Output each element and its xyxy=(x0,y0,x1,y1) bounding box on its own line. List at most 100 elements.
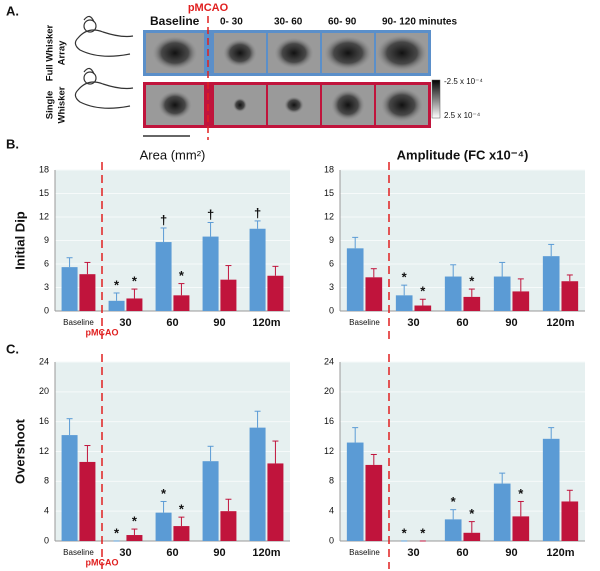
bar xyxy=(202,461,219,541)
significance-marker: * xyxy=(402,525,408,540)
x-tick-label: 90 xyxy=(505,317,517,329)
column-label: Baseline xyxy=(150,14,200,28)
activation-blob xyxy=(284,96,304,114)
x-tick-label: Baseline xyxy=(349,548,380,557)
chart-title: Area (mm²) xyxy=(140,147,206,162)
bar xyxy=(395,295,413,311)
activation-blob xyxy=(158,91,192,119)
y-tick-label: 12 xyxy=(324,211,334,221)
mouse-illustrations xyxy=(74,15,134,109)
y-tick-label: 9 xyxy=(329,235,334,245)
x-tick-label: 30 xyxy=(407,547,419,559)
y-tick-label: 18 xyxy=(39,164,49,174)
x-tick-label: 120m xyxy=(252,317,280,329)
significance-marker: † xyxy=(160,212,167,227)
significance-marker: * xyxy=(451,494,457,509)
bar xyxy=(61,267,78,311)
x-tick-label: 60 xyxy=(166,547,178,559)
row-label: Whisker xyxy=(57,86,68,123)
x-tick-label: 120m xyxy=(546,317,574,329)
bar xyxy=(173,526,190,541)
significance-marker: * xyxy=(132,274,138,289)
bar xyxy=(61,435,78,541)
activation-blob xyxy=(274,37,314,69)
y-tick-label: 18 xyxy=(324,164,334,174)
column-label: 90- 120 minutes xyxy=(382,17,457,28)
bar xyxy=(463,296,481,311)
bar xyxy=(542,438,560,541)
chart-title: Amplitude (FC x10⁻⁴) xyxy=(397,147,529,162)
bar xyxy=(155,242,172,311)
y-tick-label: 24 xyxy=(39,356,49,366)
x-tick-label: Baseline xyxy=(349,318,380,327)
x-tick-label: 60 xyxy=(456,547,468,559)
bar xyxy=(444,276,462,311)
column-label: 60- 90 xyxy=(328,17,357,28)
activation-blob xyxy=(376,34,428,72)
x-tick-label: 30 xyxy=(119,547,131,559)
significance-marker: * xyxy=(179,268,185,283)
activation-blob xyxy=(223,39,257,67)
event-label: pMCAO xyxy=(86,557,119,567)
bar xyxy=(79,461,96,541)
significance-marker: * xyxy=(518,486,524,501)
y-tick-label: 20 xyxy=(39,386,49,396)
y-tick-label: 0 xyxy=(44,535,49,545)
significance-marker: * xyxy=(161,486,167,501)
y-tick-label: 8 xyxy=(44,476,49,486)
bar xyxy=(249,228,266,311)
bar xyxy=(155,512,172,541)
y-tick-label: 8 xyxy=(329,476,334,486)
panel-label: A. xyxy=(6,3,19,18)
y-tick-label: 12 xyxy=(39,446,49,456)
bar xyxy=(126,298,143,311)
y-axis-label: Overshoot xyxy=(12,418,27,484)
bar xyxy=(463,532,481,541)
y-tick-label: 4 xyxy=(329,506,334,516)
panel-label: B. xyxy=(6,136,19,151)
event-label: pMCAO xyxy=(188,2,229,14)
x-tick-label: Baseline xyxy=(63,548,94,557)
activation-blob xyxy=(331,89,365,121)
row-label: Single xyxy=(45,91,56,120)
y-tick-label: 0 xyxy=(44,305,49,315)
y-tick-label: 3 xyxy=(329,282,334,292)
colorbar-label: -2.5 x 10⁻⁴ xyxy=(444,77,483,86)
x-tick-label: 30 xyxy=(407,317,419,329)
y-tick-label: 6 xyxy=(329,258,334,268)
bar xyxy=(267,275,284,311)
activation-blob xyxy=(233,98,247,112)
y-tick-label: 15 xyxy=(324,188,334,198)
row-label: Array xyxy=(57,40,68,66)
y-tick-label: 3 xyxy=(44,282,49,292)
y-tick-label: 16 xyxy=(39,416,49,426)
column-label: 0- 30 xyxy=(220,17,243,28)
significance-marker: * xyxy=(420,284,426,299)
bar xyxy=(542,256,560,311)
significance-marker: * xyxy=(420,525,426,540)
activation-blob xyxy=(381,88,423,122)
bar xyxy=(220,511,237,541)
y-tick-label: 0 xyxy=(329,305,334,315)
significance-marker: * xyxy=(402,270,408,285)
bar xyxy=(512,516,530,541)
significance-marker: † xyxy=(254,205,261,220)
x-tick-label: 60 xyxy=(456,317,468,329)
bar xyxy=(126,535,143,541)
bar xyxy=(108,300,125,311)
bar xyxy=(493,483,511,541)
bar xyxy=(249,427,266,541)
bar xyxy=(202,236,219,311)
y-tick-label: 6 xyxy=(44,258,49,268)
bar xyxy=(561,281,579,311)
significance-marker: † xyxy=(207,207,214,222)
bar xyxy=(173,295,190,311)
significance-marker: * xyxy=(132,514,138,529)
bar xyxy=(220,279,237,311)
y-tick-label: 0 xyxy=(329,535,334,545)
bar xyxy=(561,501,579,541)
y-tick-label: 20 xyxy=(324,386,334,396)
bar xyxy=(346,442,364,541)
bar xyxy=(414,305,432,311)
